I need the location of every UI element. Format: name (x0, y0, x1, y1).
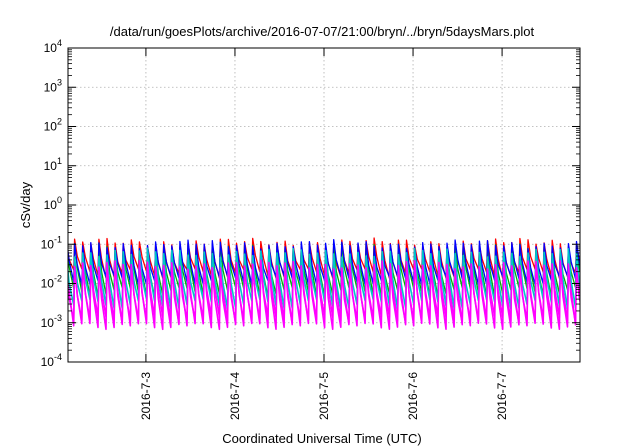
x-axis: 2016-7-3 2016-7-4 2016-7-5 2016-7-6 2016-7-7 (139, 48, 509, 420)
x-tick-label: 2016-7-6 (406, 372, 420, 420)
x-tick-label: 2016-7-3 (139, 372, 153, 420)
y-axis-label: cSv/day (18, 181, 33, 228)
x-tick-label: 2016-7-5 (317, 372, 331, 420)
series-line (68, 259, 580, 331)
x-tick-label: 2016-7-4 (228, 372, 242, 420)
series-line (68, 247, 580, 310)
series-line (68, 238, 580, 286)
x-tick-label: 2016-7-7 (495, 372, 509, 420)
x-axis-label: Coordinated Universal Time (UTC) (222, 431, 421, 446)
chart-title: /data/run/goesPlots/archive/2016-07-07/2… (110, 24, 535, 39)
series-group (68, 237, 580, 331)
